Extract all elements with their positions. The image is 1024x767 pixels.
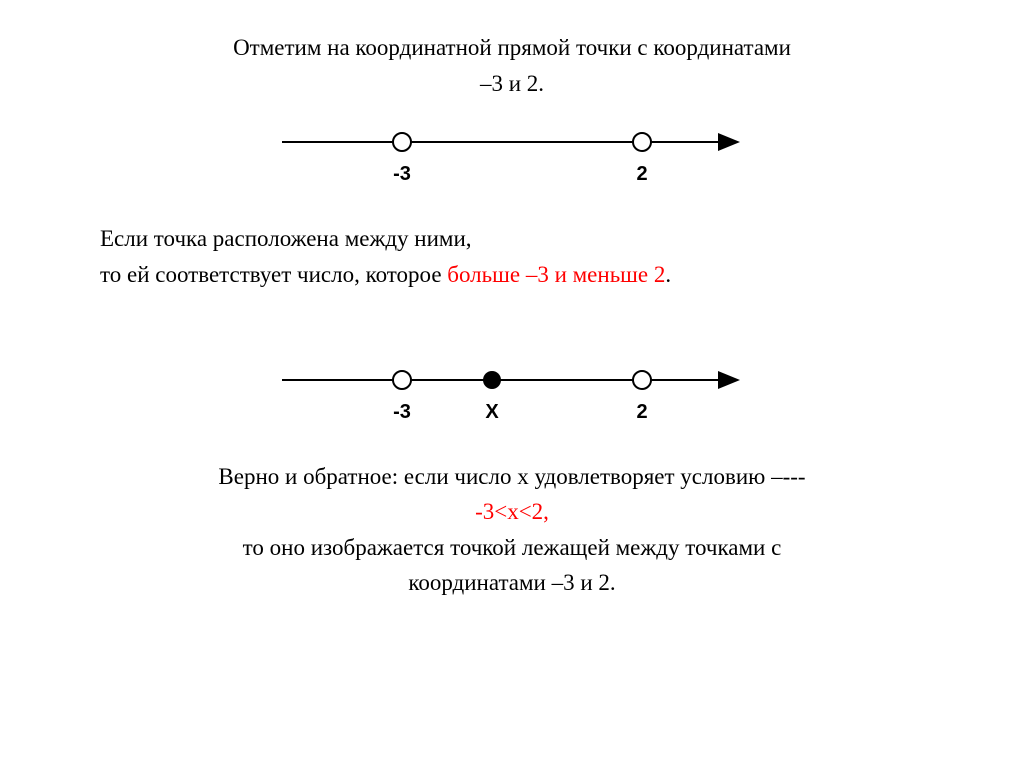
between-line-2-prefix: то ей соответствует число, которое — [100, 262, 447, 287]
spacer — [100, 293, 924, 339]
number-line-2-arrow-icon — [718, 371, 740, 389]
page: Отметим на координатной прямой точки с к… — [0, 0, 1024, 767]
converse-line-4: координатами –3 и 2. — [100, 565, 924, 601]
number-line-2: -3 X 2 — [282, 357, 742, 437]
converse-line-2-highlight: -3<x<2, — [475, 499, 549, 524]
number-line-2-label: 2 — [636, 401, 647, 424]
title-line-1: Отметим на координатной прямой точки с к… — [100, 30, 924, 66]
between-line-2: то ей соответствует число, которое больш… — [100, 257, 924, 293]
converse-line-1-prefix: Верно и обратное: если число x удовлетво… — [218, 464, 771, 489]
number-line-2-point-open — [632, 370, 652, 390]
number-line-1-point-open — [632, 132, 652, 152]
number-line-1: -3 2 — [282, 119, 742, 199]
between-line-2-suffix: . — [665, 262, 671, 287]
number-line-2-point-closed — [483, 371, 501, 389]
number-line-2-label: X — [485, 401, 498, 424]
number-line-1-axis — [282, 141, 722, 143]
spacer — [100, 447, 924, 459]
between-line-2-highlight: больше –3 и меньше 2 — [447, 262, 665, 287]
number-line-1-point-open — [392, 132, 412, 152]
number-line-2-axis — [282, 379, 722, 381]
converse-line-1: Верно и обратное: если число x удовлетво… — [100, 459, 924, 495]
number-line-1-label: -3 — [393, 163, 411, 186]
number-line-1-label: 2 — [636, 163, 647, 186]
converse-line-3: то оно изображается точкой лежащей между… — [100, 530, 924, 566]
number-line-1-arrow-icon — [718, 133, 740, 151]
title-line-2: –3 и 2. — [100, 66, 924, 102]
number-line-2-point-open — [392, 370, 412, 390]
converse-line-2: -3<x<2, — [100, 494, 924, 530]
number-line-2-label: -3 — [393, 401, 411, 424]
between-line-1: Если точка расположена между ними, — [100, 221, 924, 257]
converse-line-1-dash: –--- — [771, 464, 805, 489]
spacer — [100, 209, 924, 221]
